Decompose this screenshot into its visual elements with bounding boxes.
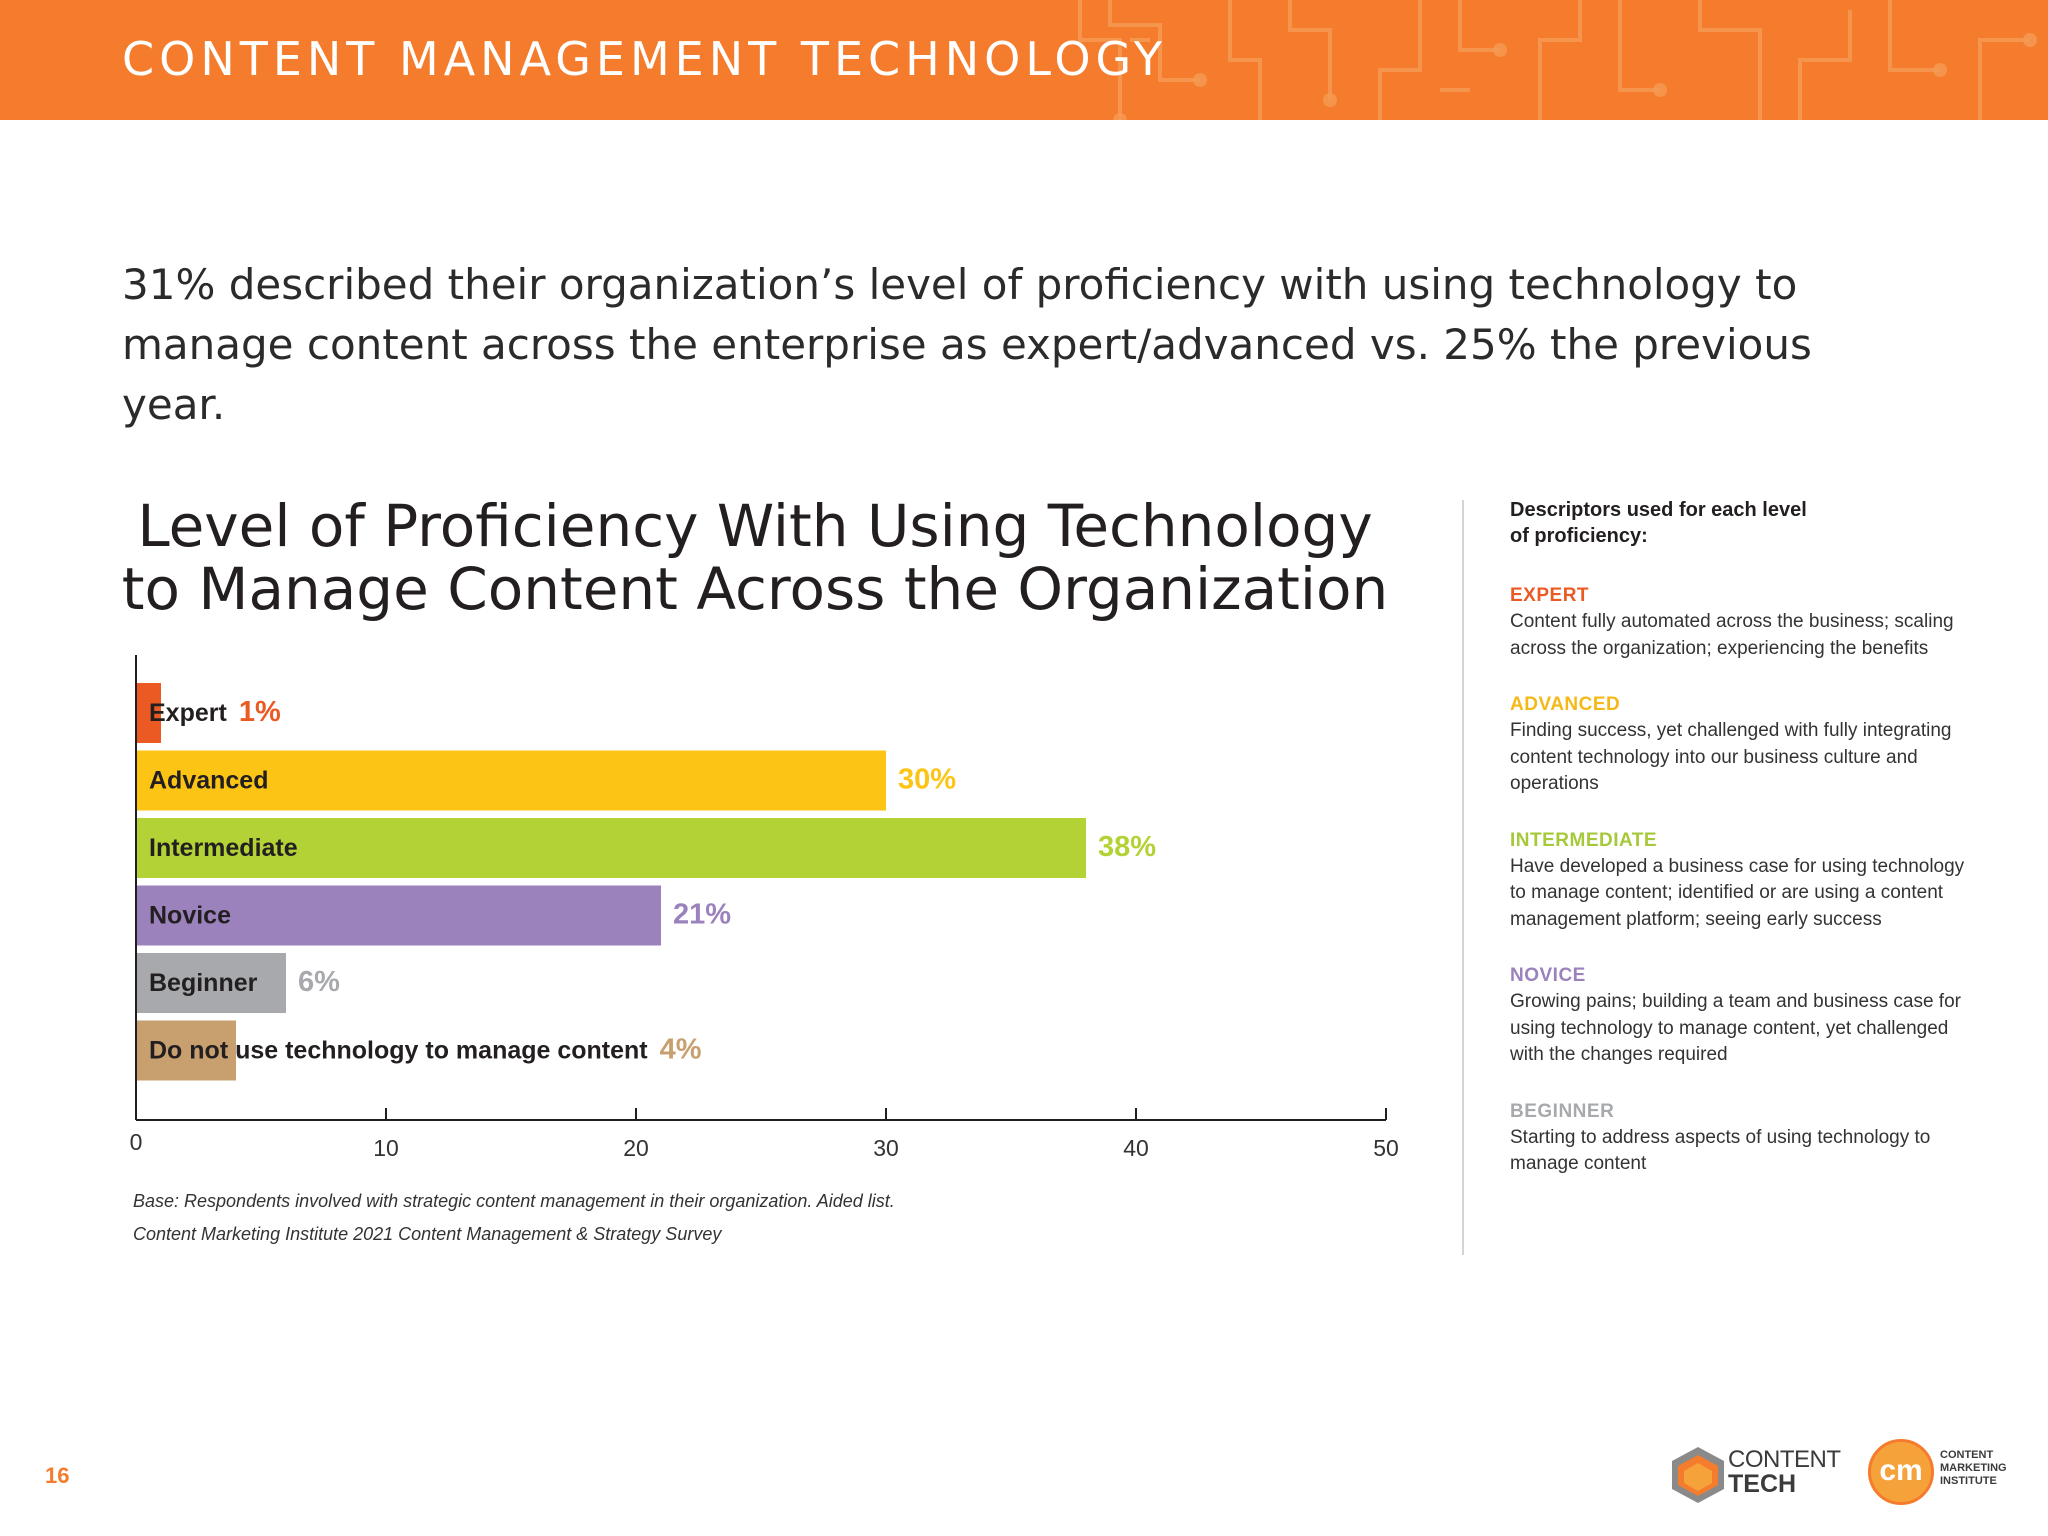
descriptors-heading: Descriptors used for each level of profi… — [1510, 497, 1970, 549]
descriptor-advanced: ADVANCED Finding success, yet challenged… — [1510, 692, 1970, 798]
section-title: CONTENT MANAGEMENT TECHNOLOGY — [122, 32, 1167, 86]
cmi-wordmark: CONTENT MARKETING INSTITUTE — [1940, 1449, 2007, 1488]
category-label: Do not use technology to manage content — [149, 1037, 648, 1065]
descriptor-text: Content fully automated across the busin… — [1510, 611, 1954, 659]
lead-statement: 31% described their organization’s level… — [122, 260, 1812, 429]
descriptor-text: Have developed a business case for using… — [1510, 855, 1965, 930]
category-label: Advanced — [149, 767, 268, 795]
descriptor-text: Growing pains; building a team and busin… — [1510, 991, 1961, 1065]
circuit-pattern — [1078, 0, 2037, 120]
bar — [136, 1020, 236, 1081]
x-tick-label: 10 — [373, 1135, 399, 1161]
descriptor-text: Finding success, yet challenged with ful… — [1510, 720, 1952, 794]
chart-notes: Base: Respondents involved with strategi… — [133, 1185, 895, 1251]
x-tick-label: 50 — [1373, 1135, 1399, 1161]
chart-title: Level of Proficiency With Using Technolo… — [121, 492, 1389, 623]
descriptor-label: ADVANCED — [1510, 694, 1621, 715]
cmi-line2: MARKETING — [1940, 1462, 2007, 1474]
descriptor-label: NOVICE — [1510, 965, 1586, 986]
cmi-logo: cm CONTENT MARKETING INSTITUTE — [1868, 1437, 2038, 1513]
x-tick-label: 0 — [130, 1129, 143, 1155]
bar — [136, 750, 886, 811]
content-tech-logo: CONTENT TECH — [1668, 1440, 1843, 1510]
descriptor-label: INTERMEDIATE — [1510, 829, 1658, 851]
hexagon-logo-icon — [1672, 1447, 1724, 1503]
category-label: Expert — [149, 699, 227, 727]
bar-chart: Expert 1% Advanced 30% Intermediate 38% Novice… — [130, 655, 1399, 1161]
value-label: 30% — [898, 764, 956, 796]
descriptor-text: Starting to address aspects of using tec… — [1510, 1126, 1931, 1175]
cmi-line1: CONTENT — [1940, 1449, 1994, 1461]
cmi-line3: INSTITUTE — [1940, 1475, 1997, 1487]
bar — [136, 818, 1086, 878]
descriptor-novice: NOVICE Growing pains; building a team an… — [1510, 963, 1970, 1069]
x-tick-label: 40 — [1123, 1135, 1149, 1161]
value-label: 6% — [298, 966, 340, 998]
divider — [1462, 500, 1464, 1255]
bar — [136, 885, 661, 946]
descriptor-intermediate: INTERMEDIATE Have developed a business c… — [1510, 828, 1970, 934]
category-label: Beginner — [149, 969, 258, 997]
x-tick-label: 30 — [873, 1135, 899, 1161]
descriptors-heading-line2: of proficiency: — [1510, 525, 1648, 547]
cmi-mark: cm — [1868, 1439, 1934, 1505]
logo-word-content: CONTENT — [1728, 1446, 1841, 1473]
base-note: Base: Respondents involved with strategi… — [133, 1191, 895, 1211]
header-banner: CONTENT MANAGEMENT TECHNOLOGY — [0, 0, 2048, 120]
logo-word-tech: TECH — [1728, 1470, 1797, 1498]
source-note: Content Marketing Institute 2021 Content… — [133, 1224, 722, 1244]
descriptors-panel: Descriptors used for each level of profi… — [1510, 497, 1970, 1208]
descriptors-heading-line1: Descriptors used for each level — [1510, 499, 1807, 521]
category-label: Intermediate — [149, 834, 298, 862]
value-label: 4% — [660, 1034, 702, 1066]
category-label: Novice — [149, 902, 231, 930]
value-label: 21% — [673, 899, 731, 931]
descriptor-expert: EXPERT Content fully automated across th… — [1510, 583, 1970, 662]
bar — [136, 953, 286, 1013]
bar — [136, 683, 161, 743]
page-number: 16 — [45, 1463, 70, 1488]
value-label: 1% — [239, 696, 281, 728]
descriptor-beginner: BEGINNER Starting to address aspects of … — [1510, 1099, 1970, 1178]
value-label: 38% — [1098, 831, 1156, 863]
x-tick-label: 20 — [623, 1135, 649, 1161]
descriptor-label: BEGINNER — [1510, 1100, 1615, 1122]
descriptor-label: EXPERT — [1510, 585, 1590, 606]
